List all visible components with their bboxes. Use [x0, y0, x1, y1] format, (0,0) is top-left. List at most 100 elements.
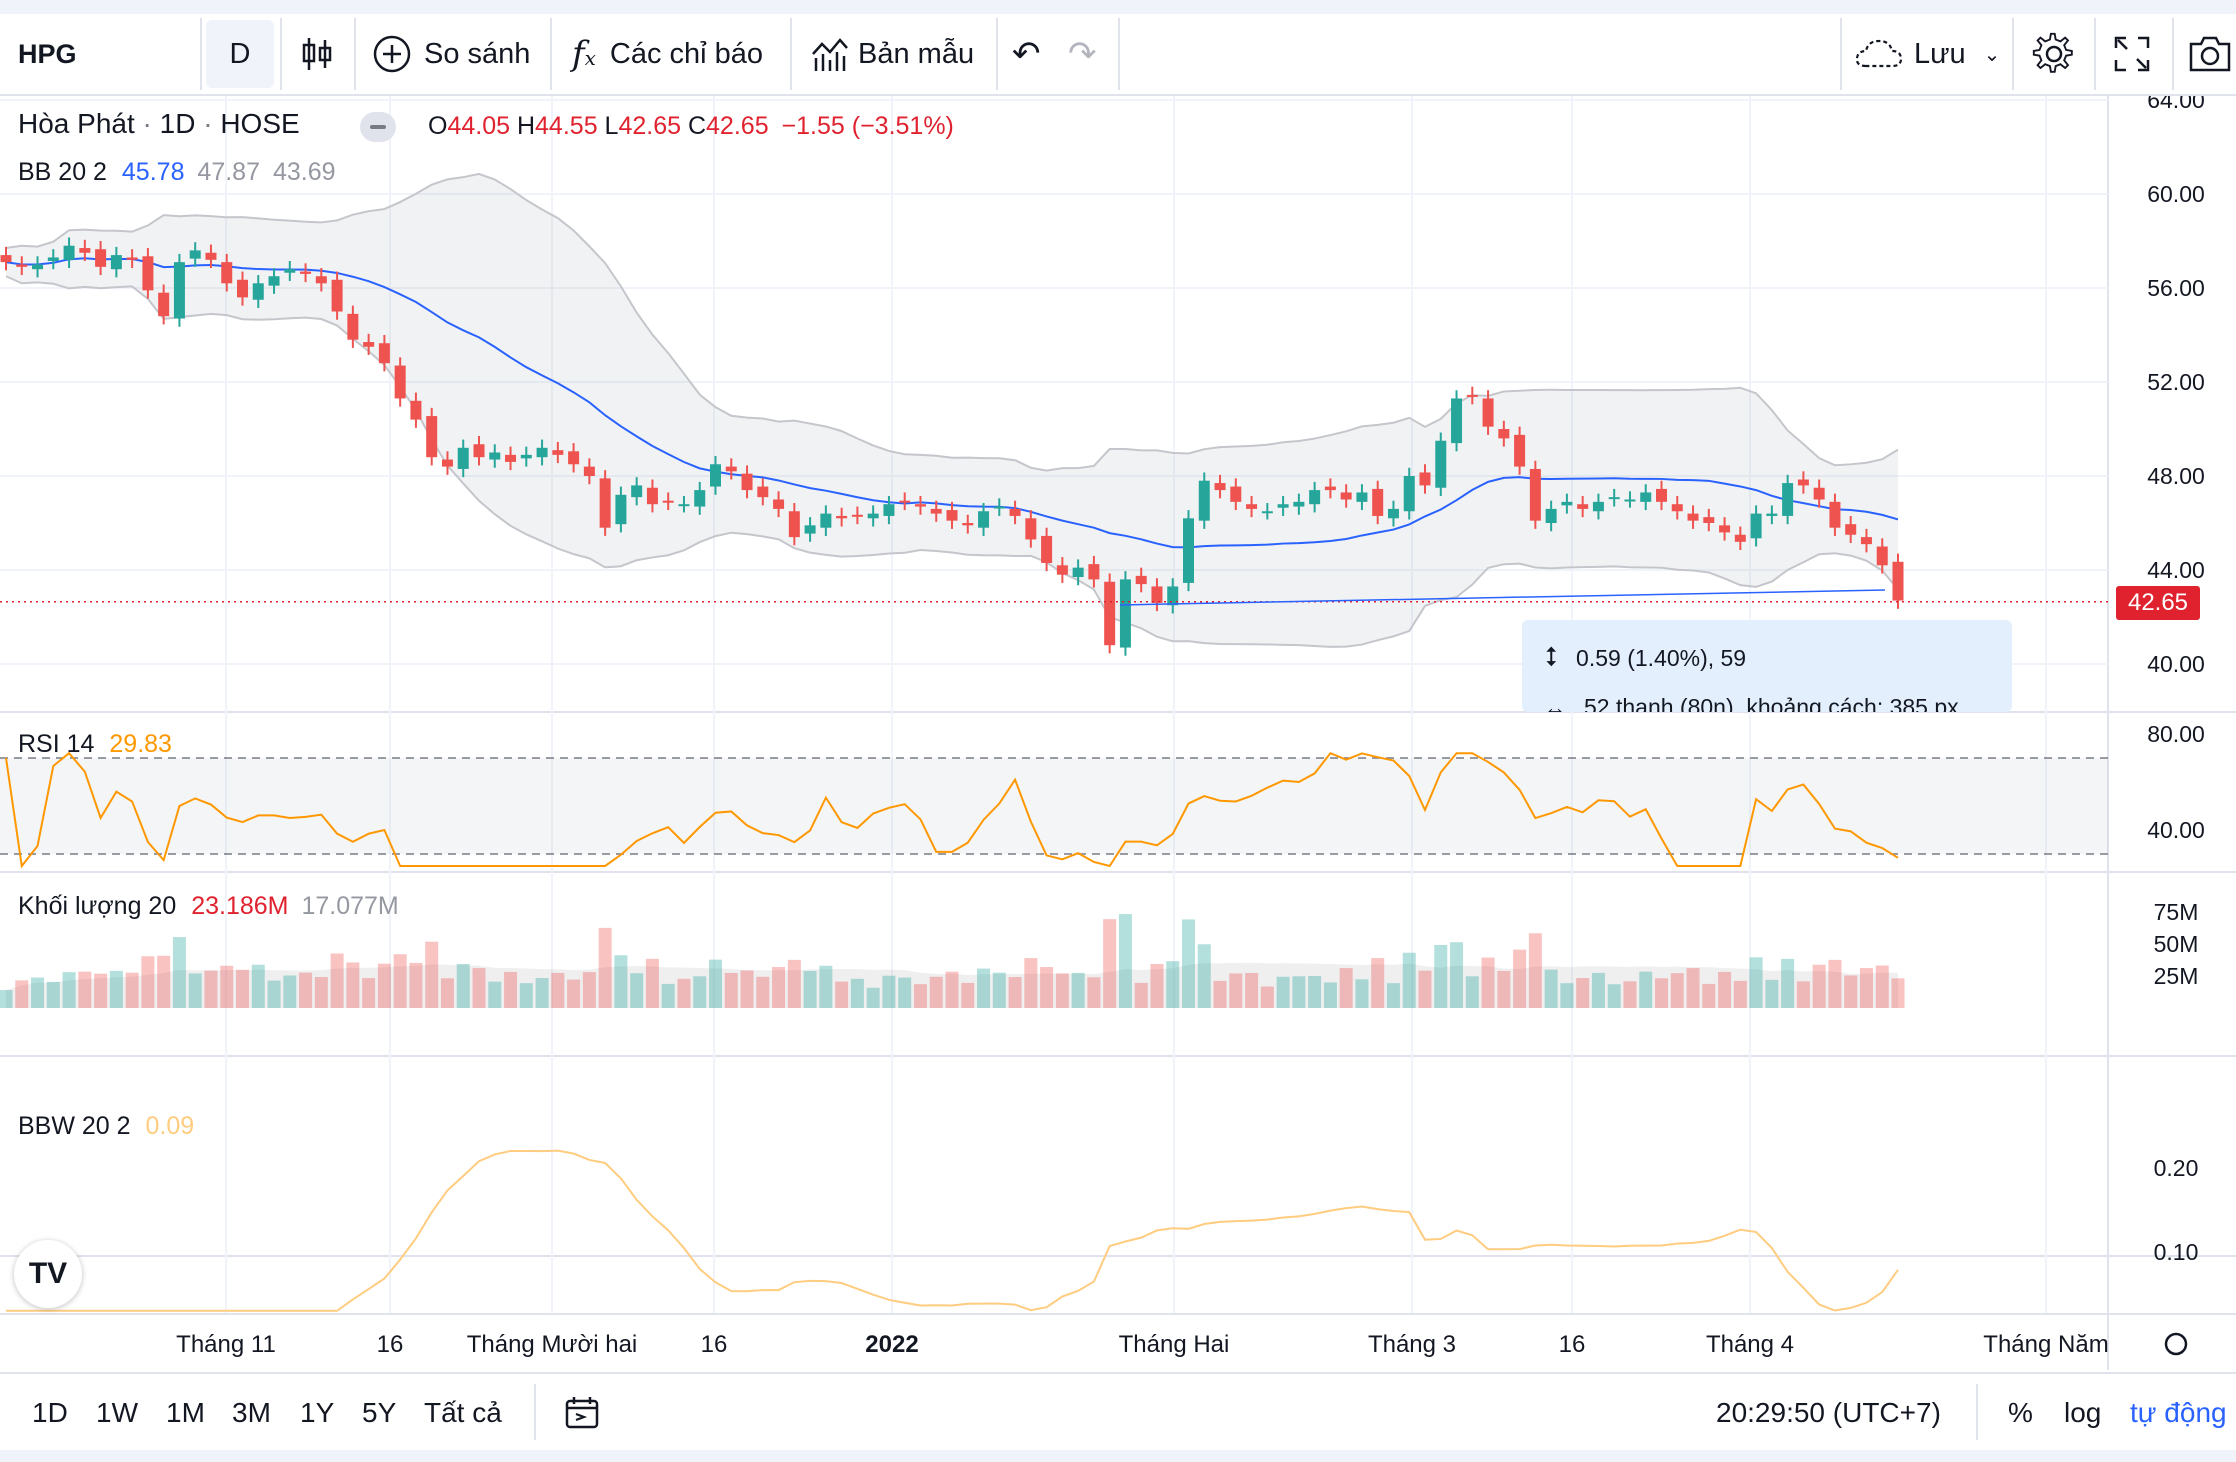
candle-body — [1214, 483, 1226, 491]
log-toggle[interactable]: log — [2064, 1397, 2102, 1428]
volume-bar — [945, 971, 959, 1008]
volume-bar — [1891, 978, 1905, 1008]
settings-button[interactable] — [2032, 20, 2076, 88]
candle-body — [1451, 398, 1463, 444]
volume-bar — [330, 953, 344, 1008]
range-button-5y[interactable]: 5Y — [362, 1397, 397, 1428]
symbol-search[interactable]: HPG — [18, 38, 77, 69]
time-axis-label: Tháng Mười hai — [467, 1331, 638, 1358]
volume-bar — [1812, 964, 1826, 1008]
fullscreen-button[interactable] — [2112, 20, 2152, 88]
save-button[interactable]: Lưu ⌄ — [1854, 20, 2000, 88]
timezone-button[interactable]: 20:29:50 (UTC+7) — [1716, 1397, 1941, 1428]
compare-button[interactable]: So sánh — [372, 20, 530, 88]
l-value: 42.65 — [618, 112, 682, 140]
undo-icon[interactable]: ↶ — [1012, 35, 1041, 73]
volume-bar — [78, 971, 92, 1008]
calendar-goto-icon — [565, 1397, 599, 1429]
candle-body — [1230, 486, 1242, 502]
range-button-1w[interactable]: 1W — [96, 1397, 138, 1428]
compare-label: So sánh — [424, 37, 531, 70]
volume-bar — [1796, 981, 1810, 1008]
candle-body — [1797, 479, 1809, 486]
volume-bar — [1607, 984, 1621, 1008]
range-button-1d[interactable]: 1D — [32, 1397, 68, 1428]
time-axis-label: Tháng 11 — [176, 1331, 276, 1358]
candle-body — [646, 487, 658, 505]
volume-bar — [267, 980, 281, 1008]
volume-bar — [1450, 942, 1464, 1008]
volume-bar — [1749, 957, 1763, 1008]
percent-toggle[interactable]: % — [2008, 1397, 2033, 1428]
bbw-legend[interactable]: BBW 20 2 0.09 — [18, 1112, 194, 1141]
volume-bar — [125, 972, 139, 1008]
range-button-1y[interactable]: 1Y — [300, 1397, 335, 1428]
bb-legend[interactable]: BB 20 2 45.78 47.87 43.69 — [18, 158, 336, 187]
candle-body — [1119, 579, 1131, 648]
rsi-legend[interactable]: RSI 14 29.83 — [18, 730, 172, 759]
candle-body — [536, 447, 548, 458]
divider — [280, 18, 282, 90]
candle-body — [1514, 434, 1526, 467]
candle-body — [1466, 394, 1478, 397]
ohlc-legend: O44.05 H44.55 L42.65 C42.65 −1.55 (−3.51… — [428, 112, 954, 141]
candle-body — [0, 255, 12, 263]
indicators-button[interactable]: fx Các chỉ báo — [572, 20, 763, 88]
volume-bar — [425, 941, 439, 1008]
volume-bar — [251, 964, 265, 1008]
chart-type-button[interactable] — [300, 20, 334, 88]
collapse-legend-button[interactable] — [360, 112, 396, 142]
volume-bar — [1024, 958, 1038, 1008]
range-button-1m[interactable]: 1M — [166, 1397, 205, 1428]
candle-body — [568, 451, 580, 465]
plus-circle-icon — [373, 35, 411, 73]
candle-body — [1498, 429, 1510, 439]
chevron-down-icon: ⌄ — [1983, 43, 2001, 66]
candle-body — [599, 478, 611, 528]
candle-body — [32, 264, 44, 270]
range-button-tất-cả[interactable]: Tất cả — [424, 1397, 502, 1428]
candle-body — [63, 245, 75, 260]
candle-body — [1261, 511, 1273, 514]
legend-name: Hòa Phát — [18, 108, 135, 139]
chart-canvas[interactable]: 64.00 60.00 56.00 52.00 48.00 44.00 40.00 80.00… — [0, 87, 2236, 1370]
rsi-axis-tick: 80.00 — [2147, 721, 2205, 747]
volume-bar — [456, 963, 470, 1008]
volume-bar — [1859, 968, 1873, 1008]
candle-body — [1403, 476, 1415, 512]
date-range-button[interactable] — [564, 1388, 600, 1438]
candle-body — [473, 444, 485, 458]
bottom-toolbar: 1D 1W 1M 3M 1Y 5Y Tất cả 20:29:50 (UTC+7) % lo… — [0, 1372, 2236, 1452]
candle-body — [1088, 564, 1100, 580]
camera-icon — [2189, 36, 2231, 72]
tooltip-line1: 0.59 (1.40%), 59 — [1576, 644, 1747, 671]
snapshot-button[interactable] — [2188, 20, 2232, 88]
volume-bar — [819, 965, 833, 1008]
bb-lower-value: 43.69 — [272, 158, 336, 186]
volume-bar — [1040, 967, 1054, 1008]
range-button-3m[interactable]: 3M — [232, 1397, 271, 1428]
volume-bar — [535, 978, 549, 1008]
candle-body — [883, 504, 895, 516]
templates-button[interactable]: Bản mẫu — [810, 20, 974, 88]
volume-bar — [15, 980, 29, 1008]
candle-body — [47, 257, 59, 261]
volume-bar — [172, 937, 186, 1008]
time-axis-label: 16 — [377, 1331, 404, 1358]
candle-body — [1813, 487, 1825, 500]
interval-button[interactable]: D — [206, 20, 274, 88]
fullscreen-icon — [2114, 36, 2150, 72]
volume-bar — [0, 990, 13, 1008]
volume-bar — [1229, 973, 1243, 1008]
axis-settings-gear-icon[interactable] — [2164, 1332, 2188, 1356]
volume-bar — [1371, 958, 1385, 1008]
redo-icon[interactable]: ↷ — [1068, 35, 1097, 73]
chart-area[interactable]: 64.00 60.00 56.00 52.00 48.00 44.00 40.00 80.00… — [0, 87, 2236, 1370]
bollinger-band-fill — [6, 173, 1898, 647]
volume-bar — [1733, 980, 1747, 1008]
tradingview-logo-icon[interactable]: TV — [14, 1240, 82, 1308]
candle-body — [16, 264, 28, 267]
candle-body — [930, 508, 942, 514]
auto-scale-toggle[interactable]: tự động — [2130, 1397, 2227, 1428]
volume-legend[interactable]: Khối lượng 20 23.186M 17.077M — [18, 892, 399, 921]
